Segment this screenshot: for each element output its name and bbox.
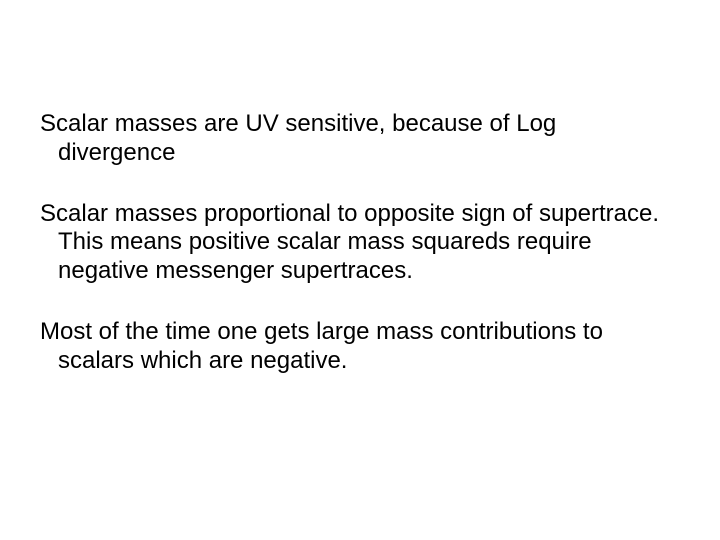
- paragraph-1: Scalar masses are UV sensitive, because …: [40, 110, 680, 168]
- paragraph-2: Scalar masses proportional to opposite s…: [40, 200, 680, 286]
- paragraph-3: Most of the time one gets large mass con…: [40, 318, 680, 376]
